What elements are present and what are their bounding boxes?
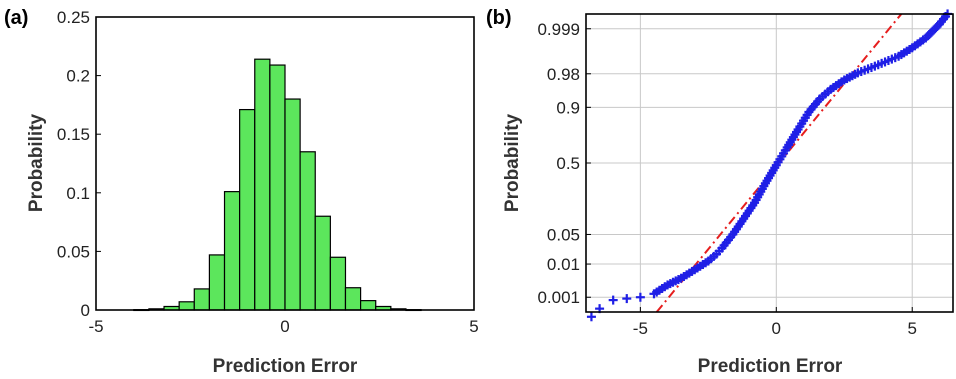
- histogram-bar: [329, 256, 347, 311]
- histogram-bar: [269, 64, 286, 311]
- y-tick-label: 0.2: [66, 67, 90, 86]
- histogram-bar: [208, 254, 226, 311]
- y-tick-label: 0.001: [537, 288, 580, 307]
- probability-plot-panel: (b) -5 0 5 0.001 0.01 0.05 0.5 0.9 0.98 0.999 Pre…: [486, 7, 954, 377]
- panel-b-label: (b): [486, 7, 512, 29]
- histogram-bar: [254, 58, 271, 311]
- histogram-ticks: -5 0 500.050.10.150.20.25: [57, 8, 479, 336]
- y-tick-label: 0.01: [547, 255, 580, 274]
- y-tick-label: 0.9: [556, 98, 580, 117]
- data-point: [586, 312, 596, 322]
- histogram-bar: [223, 191, 241, 311]
- data-point: [608, 295, 618, 305]
- x-tick-label: -5: [88, 317, 103, 336]
- x-tick-label: 0: [772, 319, 781, 338]
- data-point: [622, 294, 632, 304]
- histogram-bar: [193, 288, 210, 311]
- y-tick-label: 0.25: [57, 8, 90, 27]
- y-tick-label: 0: [81, 301, 90, 320]
- probability-plot-ticks: -5 0 5 0.001 0.01 0.05 0.5 0.9 0.98 0.999: [537, 20, 917, 338]
- histogram-bar: [360, 300, 377, 311]
- y-tick-label: 0.15: [57, 125, 90, 144]
- probability-plot-grid: [586, 14, 953, 312]
- data-point: [635, 292, 645, 302]
- histogram-bar: [314, 215, 331, 311]
- y-tick-label: 0.999: [537, 20, 580, 39]
- y-tick-label: 0.5: [556, 154, 580, 173]
- panel-a-label: (a): [4, 7, 28, 29]
- y-tick-label: 0.05: [57, 242, 90, 261]
- probability-plot-points: [586, 9, 953, 322]
- histogram-bar: [239, 108, 256, 311]
- histogram-panel: (a) -5 0 500.050.10.150.20.25 Prediction E…: [4, 7, 479, 377]
- x-tick-label: 5: [907, 319, 916, 338]
- histogram-bar: [344, 287, 362, 311]
- x-tick-label: 5: [469, 317, 478, 336]
- y-tick-label: 0.98: [547, 65, 580, 84]
- x-tick-label: -5: [633, 319, 648, 338]
- histogram-y-axis-label: Probability: [26, 113, 47, 212]
- histogram-bar: [299, 151, 316, 311]
- histogram-bar: [284, 98, 301, 311]
- probability-plot-y-axis-label: Probability: [502, 113, 523, 212]
- y-tick-label: 0.05: [547, 225, 580, 244]
- y-tick-label: 0.1: [66, 184, 90, 203]
- probability-plot-x-axis-label: Prediction Error: [698, 356, 843, 377]
- histogram-bars: [133, 58, 422, 312]
- x-tick-label: 0: [280, 317, 289, 336]
- histogram-bar: [178, 301, 195, 311]
- histogram-x-axis-label: Prediction Error: [213, 356, 358, 377]
